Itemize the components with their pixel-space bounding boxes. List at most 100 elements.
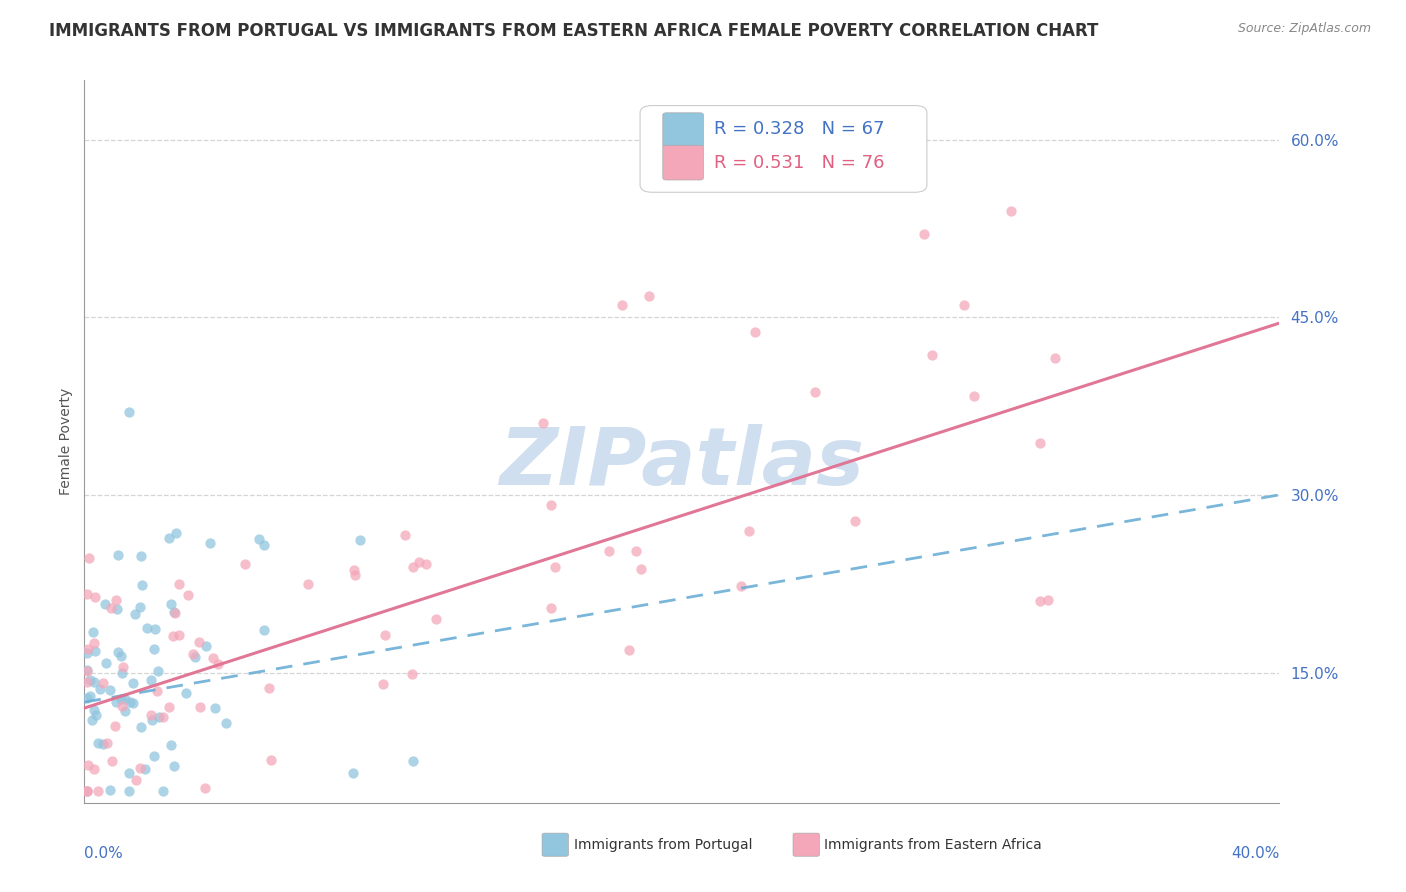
- Text: Immigrants from Portugal: Immigrants from Portugal: [575, 838, 752, 852]
- FancyBboxPatch shape: [662, 145, 703, 180]
- Point: [630, 562, 652, 576]
- Point: [259, 681, 281, 696]
- Point: [531, 416, 554, 430]
- Text: R = 0.531   N = 76: R = 0.531 N = 76: [714, 154, 884, 172]
- Point: [165, 526, 187, 541]
- Point: [598, 543, 620, 558]
- Point: [188, 700, 211, 714]
- Point: [159, 738, 181, 752]
- Point: [131, 549, 153, 563]
- Point: [114, 704, 136, 718]
- Point: [349, 533, 371, 547]
- FancyBboxPatch shape: [662, 112, 703, 147]
- Point: [425, 612, 447, 626]
- Point: [952, 298, 974, 312]
- Point: [744, 325, 766, 339]
- Point: [374, 628, 396, 642]
- Point: [76, 663, 98, 677]
- Point: [93, 737, 115, 751]
- Point: [114, 691, 136, 706]
- Point: [233, 558, 256, 572]
- Point: [188, 635, 211, 649]
- Point: [96, 737, 118, 751]
- Point: [107, 601, 129, 615]
- Point: [131, 720, 153, 734]
- Point: [79, 689, 101, 703]
- Point: [139, 673, 162, 688]
- Point: [128, 761, 150, 775]
- Point: [731, 132, 754, 146]
- Point: [84, 708, 107, 723]
- Point: [83, 703, 105, 717]
- Point: [194, 639, 217, 653]
- Point: [194, 780, 217, 795]
- Point: [912, 227, 935, 241]
- Point: [122, 696, 145, 710]
- Point: [174, 686, 197, 700]
- Point: [76, 665, 98, 679]
- Point: [612, 298, 634, 312]
- Point: [408, 555, 430, 569]
- Point: [118, 766, 141, 780]
- Point: [110, 692, 132, 706]
- Point: [162, 758, 184, 772]
- Point: [844, 514, 866, 528]
- Point: [76, 691, 98, 706]
- Point: [107, 548, 129, 562]
- Point: [86, 783, 108, 797]
- Point: [122, 676, 145, 690]
- Point: [160, 597, 183, 611]
- Text: Source: ZipAtlas.com: Source: ZipAtlas.com: [1237, 22, 1371, 36]
- Point: [157, 700, 180, 714]
- FancyBboxPatch shape: [793, 833, 820, 856]
- Point: [253, 623, 276, 637]
- Point: [105, 593, 128, 607]
- Point: [1038, 592, 1060, 607]
- Point: [402, 755, 425, 769]
- Point: [76, 587, 98, 601]
- Point: [162, 629, 184, 643]
- Text: 40.0%: 40.0%: [1232, 847, 1279, 861]
- Point: [1000, 203, 1022, 218]
- Point: [540, 498, 562, 512]
- Point: [738, 524, 761, 538]
- Point: [260, 753, 283, 767]
- Point: [83, 636, 105, 650]
- Point: [76, 784, 98, 798]
- Text: IMMIGRANTS FROM PORTUGAL VS IMMIGRANTS FROM EASTERN AFRICA FEMALE POVERTY CORREL: IMMIGRANTS FROM PORTUGAL VS IMMIGRANTS F…: [49, 22, 1098, 40]
- Point: [148, 665, 170, 679]
- Point: [118, 405, 141, 419]
- FancyBboxPatch shape: [543, 833, 568, 856]
- Point: [136, 621, 159, 635]
- Point: [110, 648, 132, 663]
- Point: [94, 656, 117, 670]
- Point: [86, 736, 108, 750]
- Point: [163, 606, 186, 620]
- Text: Immigrants from Eastern Africa: Immigrants from Eastern Africa: [824, 838, 1042, 852]
- Point: [157, 532, 180, 546]
- Point: [112, 659, 135, 673]
- Point: [93, 598, 115, 612]
- Point: [343, 568, 366, 582]
- Point: [100, 600, 122, 615]
- Point: [82, 625, 104, 640]
- Point: [167, 576, 190, 591]
- Point: [342, 766, 364, 780]
- Point: [163, 606, 186, 620]
- Point: [167, 628, 190, 642]
- Point: [619, 643, 641, 657]
- Point: [131, 578, 153, 592]
- Point: [730, 579, 752, 593]
- Point: [207, 657, 229, 671]
- Point: [343, 563, 366, 577]
- FancyBboxPatch shape: [640, 105, 927, 193]
- Point: [921, 348, 943, 362]
- Point: [104, 695, 127, 709]
- Point: [297, 577, 319, 591]
- Point: [177, 588, 200, 602]
- Y-axis label: Female Poverty: Female Poverty: [59, 388, 73, 495]
- Point: [134, 762, 156, 776]
- Point: [80, 713, 103, 727]
- Point: [76, 642, 98, 657]
- Point: [1029, 594, 1052, 608]
